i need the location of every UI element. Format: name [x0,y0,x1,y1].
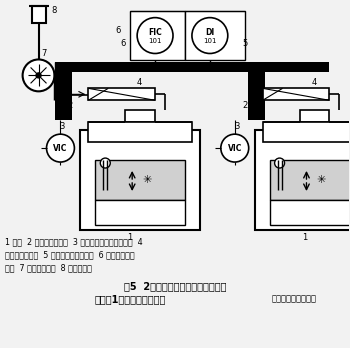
Text: 6: 6 [120,39,126,48]
Circle shape [100,158,110,168]
Bar [248,62,265,95]
Bar [80,130,200,230]
Bar [56,62,72,95]
Bar [88,88,155,100]
Bar [185,11,245,61]
Circle shape [137,18,173,54]
Text: 管理暨室设计与建设: 管理暨室设计与建设 [272,294,317,303]
Circle shape [47,134,75,162]
Text: FIC: FIC [148,28,162,37]
Bar [130,11,185,61]
Bar [262,88,329,100]
Text: VIC: VIC [53,144,68,153]
Bar [32,6,46,23]
Text: 8: 8 [52,6,57,15]
Bar [248,95,265,120]
Bar [270,160,350,200]
Text: 图5  2台变风量排风柜采用变风量阀: 图5 2台变风量排风柜采用变风量阀 [124,282,226,292]
Circle shape [192,18,228,54]
Text: 文丘里变风量阀  5 风量量加计算给定器  6 总风量显示控: 文丘里变风量阀 5 风量量加计算给定器 6 总风量显示控 [5,251,134,260]
Text: 6: 6 [116,26,121,35]
Text: ✳: ✳ [142,175,152,185]
Bar [56,95,72,120]
Text: VIC: VIC [228,144,242,153]
Bar [88,122,192,142]
Circle shape [221,134,249,162]
Bar [255,130,350,230]
Text: 4: 4 [311,78,316,87]
Text: 2: 2 [68,101,73,110]
Text: 4: 4 [137,78,142,87]
Text: 1 拉窗  2 卷轴行程传感器  3 风量（风速）显示控制器  4: 1 拉窗 2 卷轴行程传感器 3 风量（风速）显示控制器 4 [5,238,142,247]
Text: DI: DI [205,28,215,37]
Bar [300,110,329,122]
Bar [56,62,329,72]
Text: 制器  7 变频调速风机  8 直冲式风帽: 制器 7 变频调速风机 8 直冲式风帽 [5,264,92,272]
Text: 3: 3 [234,122,239,131]
Bar [95,200,185,225]
Text: 5: 5 [242,39,247,48]
Text: 1: 1 [127,233,133,242]
Bar [270,200,350,225]
Circle shape [36,73,41,78]
Bar [262,122,350,142]
Text: 7: 7 [41,49,46,58]
Circle shape [275,158,285,168]
Circle shape [23,60,55,91]
Bar [125,110,155,122]
Text: 2: 2 [242,101,247,110]
Text: 101: 101 [148,38,162,44]
Bar [95,160,185,200]
Text: 3: 3 [60,122,65,131]
Text: 并联于1个系统的基本控制: 并联于1个系统的基本控制 [94,294,166,304]
Text: 1: 1 [302,233,307,242]
Text: ✳: ✳ [317,175,326,185]
Text: 101: 101 [203,38,217,44]
